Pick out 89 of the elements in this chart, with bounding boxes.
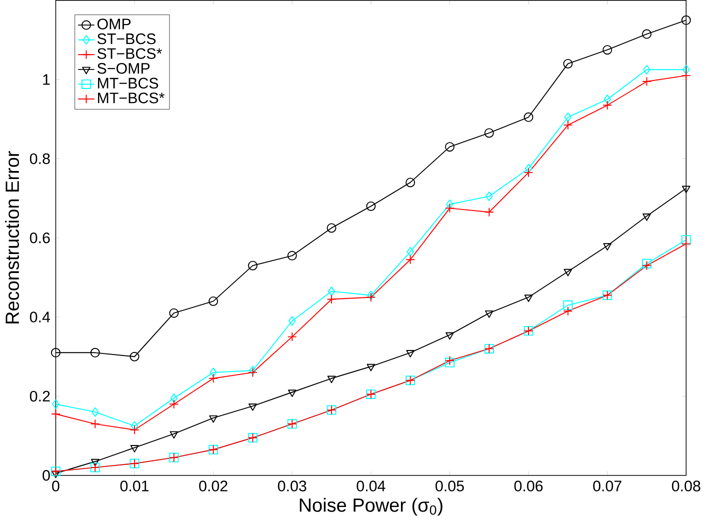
point [327, 376, 336, 384]
point [602, 45, 612, 55]
point [90, 419, 100, 429]
point [563, 306, 573, 316]
point [682, 186, 690, 194]
y-tick-label: 1 [43, 74, 50, 85]
point [209, 416, 218, 423]
point [564, 112, 572, 122]
point [406, 350, 415, 358]
point [602, 100, 612, 110]
x-tick-label: 0.08 [672, 480, 700, 492]
legend-label: MT−BCS [98, 78, 158, 89]
point [484, 310, 494, 318]
point [366, 364, 376, 372]
x-tick-label: 0.06 [514, 480, 543, 492]
point [169, 400, 179, 410]
legend-label: MT−BCS* [98, 92, 164, 104]
point [287, 251, 297, 261]
point [564, 269, 572, 276]
y-tick-label: 0.6 [30, 232, 50, 244]
point [130, 425, 140, 435]
point [169, 308, 179, 318]
point [50, 409, 60, 419]
legend-label: ST−BCS* [97, 48, 162, 60]
point [287, 332, 297, 342]
legend-label: ST−BCS [97, 34, 156, 44]
point [406, 178, 416, 188]
point [50, 348, 60, 358]
point [406, 255, 416, 265]
point [681, 239, 691, 249]
point [446, 200, 454, 210]
point [170, 431, 178, 439]
x-tick-label: 0.07 [593, 480, 622, 492]
y-tick-label: 0.8 [30, 153, 50, 164]
point [366, 202, 376, 212]
point [130, 421, 138, 431]
point [485, 192, 493, 202]
point [91, 407, 99, 417]
point [288, 316, 296, 326]
point [524, 168, 534, 178]
point [130, 445, 139, 453]
point [563, 59, 573, 69]
point [210, 368, 218, 378]
point [642, 214, 651, 222]
point [328, 286, 336, 296]
point [288, 390, 296, 398]
point [90, 459, 100, 466]
point [444, 142, 454, 152]
point [248, 404, 257, 412]
point [643, 65, 650, 75]
point [208, 374, 218, 384]
point [603, 243, 612, 251]
legend-label: OMP [97, 18, 131, 30]
point [681, 16, 691, 26]
point [326, 294, 336, 304]
point [444, 204, 454, 214]
legend-label: S−OMP [97, 63, 150, 74]
point [90, 348, 100, 358]
point [130, 352, 140, 362]
point [484, 208, 494, 218]
point [642, 29, 652, 39]
point [248, 260, 258, 270]
point [524, 164, 532, 174]
point [52, 400, 60, 410]
x-tick-label: 0 [52, 480, 60, 492]
x-tick-label: 0.04 [356, 480, 386, 492]
point [208, 296, 218, 306]
point [326, 223, 336, 233]
x-tick-label: 0.01 [120, 480, 149, 492]
point [563, 300, 573, 310]
point [563, 120, 573, 130]
point [170, 394, 178, 404]
point [681, 70, 691, 80]
x-axis-title: Noise Power (σ$_{0}$) [300, 498, 442, 516]
point [524, 112, 534, 122]
y-axis-title: Reconstruction Error [5, 151, 20, 324]
point [484, 128, 494, 138]
point [604, 94, 612, 104]
point [682, 65, 690, 75]
y-tick-label: 0.2 [30, 390, 50, 402]
point [406, 247, 414, 257]
point [642, 76, 652, 86]
x-tick-label: 0.05 [436, 480, 464, 492]
y-tick-label: 0 [42, 470, 50, 481]
y-tick-label: 0.4 [30, 312, 50, 323]
x-tick-label: 0.02 [199, 480, 228, 492]
point [524, 294, 533, 302]
x-tick-label: 0.03 [278, 480, 306, 492]
point [446, 332, 454, 340]
